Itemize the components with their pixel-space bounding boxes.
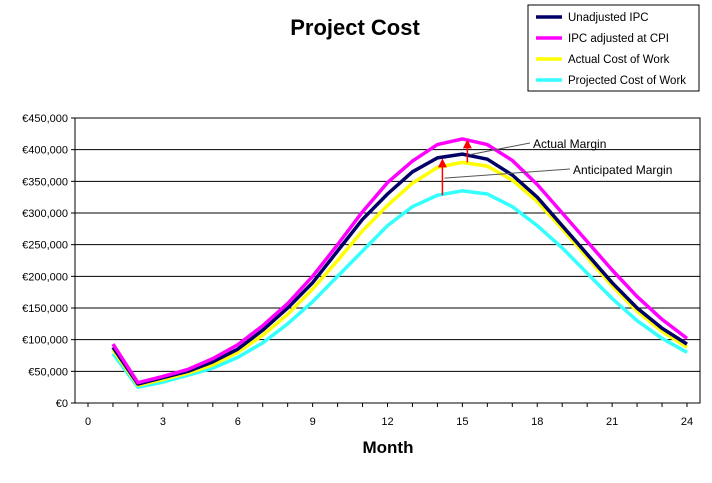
x-tick-label: 21 (606, 416, 618, 428)
x-tick-label: 3 (160, 416, 166, 428)
y-tick-label: €450,000 (22, 113, 68, 125)
y-tick-label: €50,000 (28, 366, 68, 378)
chart-title: Project Cost (290, 15, 420, 40)
x-tick-label: 9 (310, 416, 316, 428)
annotations: Actual Margin Anticipated Margin (437, 137, 672, 196)
y-axis: €0 €50,000 €100,000 €150,000 €200,000 €250,00… (22, 113, 75, 410)
legend-label: Actual Cost of Work (568, 54, 670, 66)
x-tick-label: 24 (681, 416, 693, 428)
legend-label: Unadjusted IPC (568, 12, 649, 24)
actual-margin-leader (469, 142, 531, 156)
x-tick-label: 0 (85, 416, 91, 428)
x-tick-label: 15 (456, 416, 468, 428)
y-tick-label: €300,000 (22, 208, 68, 220)
series-lines (111, 137, 689, 389)
legend-box (527, 4, 700, 92)
y-tick-label: €350,000 (22, 176, 68, 188)
x-tick-label: 6 (235, 416, 241, 428)
y-tick-label: €100,000 (22, 335, 68, 347)
y-tick-label: €400,000 (22, 145, 68, 157)
series-line-unadjusted-ipc (111, 152, 688, 386)
x-axis: 0 3 6 9 12 15 18 21 24 (85, 403, 693, 428)
series-line-projected-cost-of-work (111, 189, 688, 389)
anticipated-margin-leader (444, 168, 571, 179)
legend-label: IPC adjusted at CPI (568, 33, 669, 45)
y-tick-label: €0 (56, 398, 68, 410)
y-tick-label: €200,000 (22, 271, 68, 283)
legend-label: Projected Cost of Work (568, 75, 686, 87)
y-tick-label: €250,000 (22, 240, 68, 252)
y-tick-label: €150,000 (22, 303, 68, 315)
x-tick-label: 18 (531, 416, 543, 428)
grid-lines (75, 117, 700, 404)
legend: Unadjusted IPC IPC adjusted at CPI Actual … (527, 4, 700, 92)
plot-frame (74, 117, 701, 404)
series-line-ipc-adjusted-at-cpi (111, 137, 689, 385)
x-axis-title: Month (363, 438, 414, 457)
x-tick-label: 12 (381, 416, 393, 428)
anticipated-margin-label: Anticipated Margin (573, 163, 672, 177)
actual-margin-label: Actual Margin (533, 137, 606, 151)
series-line-actual-cost-of-work (111, 160, 688, 388)
